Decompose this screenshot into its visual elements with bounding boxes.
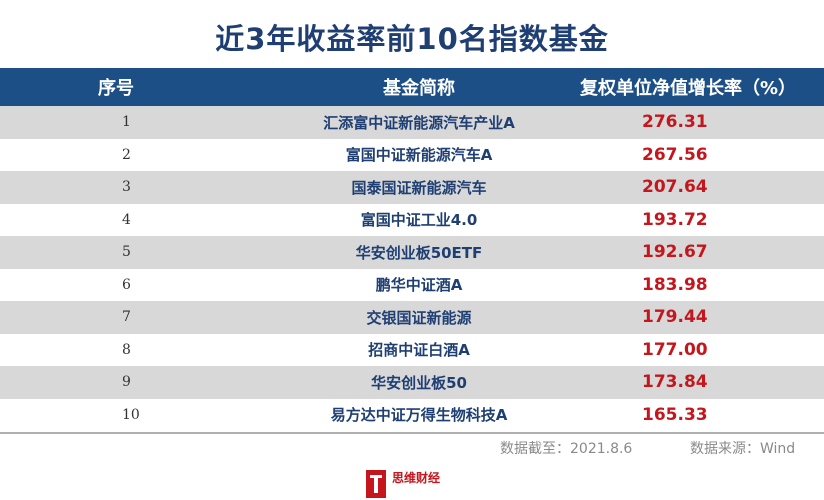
table-row: 7 交银国证新能源 179.44	[0, 301, 824, 334]
page-title: 近3年收益率前10名指数基金	[215, 22, 609, 56]
table-header: 序号 基金简称 复权单位净值增长率（%）	[0, 68, 824, 106]
row-growth-value: 165.33	[642, 404, 708, 425]
row-growth-value: 276.31	[642, 112, 708, 133]
table-row: 1 汇添富中证新能源汽车产业A 276.31	[0, 106, 824, 139]
header-index: 序号	[98, 78, 134, 99]
data-date-note: 数据截至：2021.8.6	[500, 441, 633, 457]
table-row: 8 招商中证白酒A 177.00	[0, 334, 824, 367]
row-index: 5	[122, 244, 131, 261]
row-growth-value: 192.67	[642, 242, 708, 263]
row-index: 3	[122, 179, 131, 196]
logo-name: 思维财经	[392, 471, 441, 485]
data-source-note: 数据来源：Wind	[690, 441, 796, 457]
table-row: 3 国泰国证新能源汽车 207.64	[0, 171, 824, 204]
table-row: 6 鹏华中证酒A 183.98	[0, 269, 824, 302]
row-fund-name: 富国中证新能源汽车A	[345, 146, 493, 165]
row-index: 1	[122, 114, 131, 131]
row-fund-name: 华安创业板50ETF	[355, 243, 483, 262]
row-index: 2	[122, 146, 131, 163]
header-growth-rate: 复权单位净值增长率（%）	[580, 78, 797, 99]
table-bottom-rule	[0, 432, 824, 434]
row-index: 8	[122, 341, 131, 358]
row-index: 10	[122, 406, 140, 423]
row-growth-value: 193.72	[642, 209, 708, 230]
row-fund-name: 富国中证工业4.0	[360, 211, 478, 230]
row-index: 4	[122, 211, 131, 228]
row-fund-name: 国泰国证新能源汽车	[351, 178, 487, 197]
row-growth-value: 179.44	[642, 307, 708, 328]
logo-mark-icon	[366, 470, 386, 498]
row-growth-value: 177.00	[642, 339, 708, 360]
table-row: 5 华安创业板50ETF 192.67	[0, 236, 824, 269]
row-fund-name: 交银国证新能源	[366, 308, 472, 327]
row-index: 9	[122, 374, 131, 391]
row-fund-name: 招商中证白酒A	[368, 341, 470, 360]
table-row: 10 易方达中证万得生物科技A 165.33	[0, 399, 824, 432]
row-growth-value: 207.64	[642, 177, 708, 198]
row-fund-name: 华安创业板50	[371, 373, 467, 392]
row-index: 6	[122, 276, 131, 293]
table-row: 2 富国中证新能源汽车A 267.56	[0, 139, 824, 172]
row-fund-name: 鹏华中证酒A	[375, 276, 463, 295]
fund-table: 序号 基金简称 复权单位净值增长率（%） 1 汇添富中证新能源汽车产业A 276…	[0, 68, 824, 431]
brand-logo: 思维财经	[366, 470, 440, 498]
row-growth-value: 183.98	[642, 274, 708, 295]
row-fund-name: 易方达中证万得生物科技A	[330, 406, 508, 425]
table-row: 9 华安创业板50 173.84	[0, 366, 824, 399]
row-growth-value: 173.84	[642, 372, 708, 393]
row-growth-value: 267.56	[642, 144, 708, 165]
row-index: 7	[122, 309, 131, 326]
header-fund-name: 基金简称	[383, 78, 455, 99]
row-fund-name: 汇添富中证新能源汽车产业A	[323, 113, 515, 132]
table-row: 4 富国中证工业4.0 193.72	[0, 204, 824, 237]
